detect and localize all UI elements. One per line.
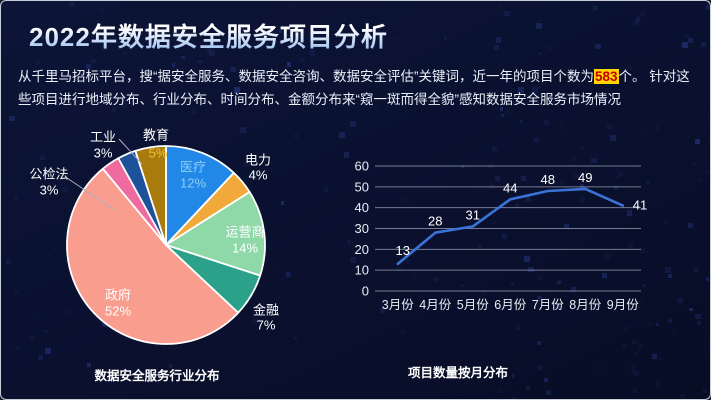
x-tick-1: 4月份 bbox=[419, 298, 451, 312]
point-label-1: 28 bbox=[428, 214, 442, 229]
pie-label-name-4: 政府 bbox=[104, 287, 132, 303]
pie-label-pct-5: 3% bbox=[39, 182, 59, 198]
y-tick-0: 0 bbox=[362, 284, 369, 299]
point-label-3: 44 bbox=[503, 180, 517, 195]
pie-label-pct-3: 7% bbox=[256, 317, 276, 333]
pie-label-name-0: 医疗 bbox=[179, 159, 207, 175]
pie-chart bbox=[66, 138, 266, 345]
line-chart: 0 10 20 30 40 50 60 3月份 4月份 5月份 6月份 7月份 8月份 9月份 13 28 31… bbox=[355, 159, 648, 313]
pie-label-name-3: 金融 bbox=[252, 302, 280, 318]
x-tick-3: 6月份 bbox=[494, 298, 526, 312]
y-tick-50: 50 bbox=[355, 179, 369, 194]
y-tick-30: 30 bbox=[355, 221, 369, 236]
pie-label-name-6: 工业 bbox=[89, 129, 117, 145]
pie-label-pct-6: 3% bbox=[93, 145, 113, 161]
pie-slice-0 bbox=[165, 145, 235, 246]
pie-slice-2 bbox=[165, 191, 266, 277]
y-tick-40: 40 bbox=[355, 200, 369, 215]
x-tick-4: 7月份 bbox=[532, 298, 564, 312]
pie-label-pct-7: 5% bbox=[148, 145, 168, 161]
pie-slice-7 bbox=[134, 145, 167, 246]
description-after: 个。 针对这些项目进行地域分布、行业分布、时间分布、金额分布来“窥一斑而得全貌”… bbox=[18, 69, 690, 107]
line-chart-title: 项目数量按月分布 bbox=[407, 366, 508, 380]
pie-label-name-5: 公检法 bbox=[29, 166, 69, 182]
highlighted-count: 583 bbox=[594, 69, 619, 84]
pie-label-pct-1: 4% bbox=[248, 167, 268, 183]
pie-label-pct-2: 14% bbox=[231, 240, 259, 256]
pie-label-name-7: 教育 bbox=[142, 127, 170, 143]
pie-label-name-2: 运营商 bbox=[225, 224, 265, 240]
x-tick-0: 3月份 bbox=[382, 298, 414, 312]
page-title: 2022年数据安全服务项目分析 bbox=[29, 17, 388, 54]
pie-leader-line-0 bbox=[118, 138, 143, 165]
point-label-5: 49 bbox=[578, 170, 592, 185]
pie-leader-line-1 bbox=[66, 177, 114, 210]
pie-label-name-1: 电力 bbox=[244, 152, 272, 168]
point-label-6: 41 bbox=[633, 198, 647, 213]
pie-slice-4 bbox=[66, 167, 240, 345]
point-label-2: 31 bbox=[466, 207, 480, 222]
pie-label-pct-4: 52% bbox=[104, 303, 132, 319]
x-tick-6: 9月份 bbox=[607, 298, 639, 312]
pie-chart-title: 数据安全服务行业分布 bbox=[94, 369, 220, 383]
y-tick-20: 20 bbox=[355, 242, 369, 257]
line-series bbox=[396, 187, 625, 266]
y-tick-10: 10 bbox=[355, 263, 369, 278]
description-before: 从千里马招标平台，搜“据安全服务、数据安全咨询、数据安全评估”关键词，近一年的项… bbox=[18, 69, 594, 84]
x-tick-5: 8月份 bbox=[569, 298, 601, 312]
point-label-4: 48 bbox=[541, 172, 555, 187]
y-tick-60: 60 bbox=[355, 159, 369, 174]
x-tick-2: 5月份 bbox=[457, 298, 489, 312]
pie-label-pct-0: 12% bbox=[179, 175, 207, 191]
description-text: 从千里马招标平台，搜“据安全服务、数据安全咨询、数据安全评估”关键词，近一年的项… bbox=[18, 65, 702, 111]
point-label-0: 13 bbox=[396, 243, 410, 258]
